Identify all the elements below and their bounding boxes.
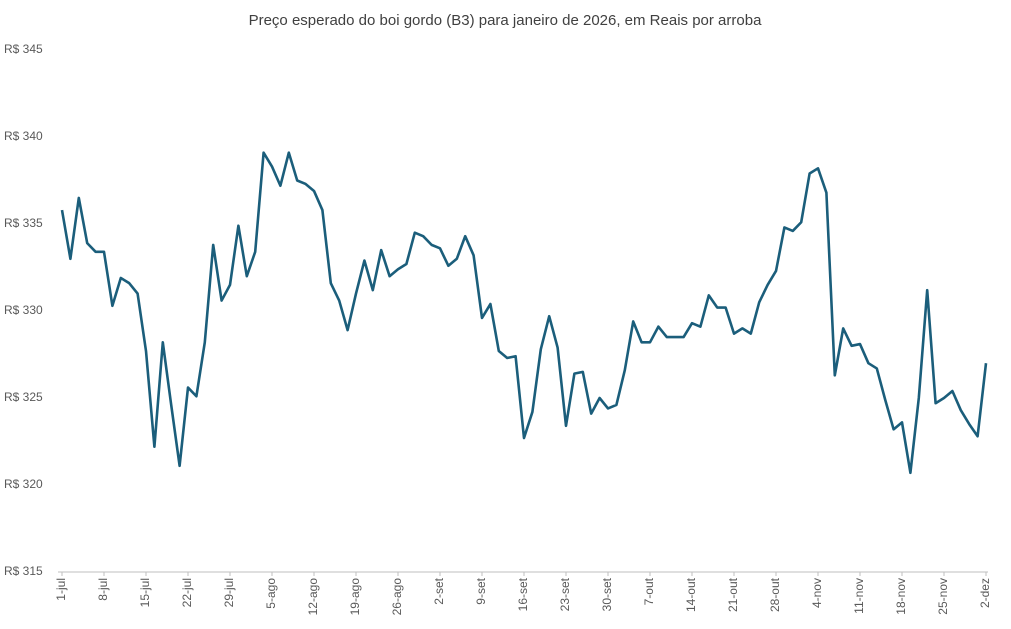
x-tick-label: 5-ago bbox=[264, 578, 278, 609]
y-tick-label: R$ 340 bbox=[4, 129, 43, 143]
y-tick-label: R$ 330 bbox=[4, 303, 43, 317]
x-tick-label: 25-nov bbox=[936, 578, 950, 615]
x-tick-label: 8-jul bbox=[96, 578, 110, 601]
x-tick-label: 28-out bbox=[768, 577, 782, 612]
x-tick-label: 18-nov bbox=[894, 578, 908, 615]
x-tick-label: 12-ago bbox=[306, 578, 320, 616]
y-tick-label: R$ 315 bbox=[4, 564, 43, 578]
x-tick-label: 30-set bbox=[600, 577, 614, 611]
x-tick-label: 26-ago bbox=[390, 578, 404, 616]
x-tick-label: 29-jul bbox=[222, 578, 236, 607]
y-tick-label: R$ 320 bbox=[4, 477, 43, 491]
x-tick-label: 19-ago bbox=[348, 578, 362, 616]
y-tick-label: R$ 345 bbox=[4, 42, 43, 56]
x-tick-label: 23-set bbox=[558, 577, 572, 611]
x-tick-label: 7-out bbox=[642, 577, 656, 605]
chart-title: Preço esperado do boi gordo (B3) para ja… bbox=[249, 12, 762, 29]
x-tick-label: 15-jul bbox=[138, 578, 152, 607]
x-tick-label: 2-set bbox=[432, 577, 446, 604]
x-tick-label: 2-dez bbox=[978, 578, 992, 608]
x-tick-label: 9-set bbox=[474, 577, 488, 604]
x-tick-label: 16-set bbox=[516, 577, 530, 611]
x-tick-label: 21-out bbox=[726, 577, 740, 612]
x-tick-label: 1-jul bbox=[54, 578, 68, 601]
y-tick-label: R$ 335 bbox=[4, 216, 43, 230]
data-line bbox=[60, 151, 988, 475]
y-tick-label: R$ 325 bbox=[4, 390, 43, 404]
x-tick-label: 11-nov bbox=[852, 578, 866, 614]
x-tick-label: 22-jul bbox=[180, 578, 194, 607]
x-tick-label: 4-nov bbox=[810, 578, 824, 608]
x-tick-label: 14-out bbox=[684, 577, 698, 612]
